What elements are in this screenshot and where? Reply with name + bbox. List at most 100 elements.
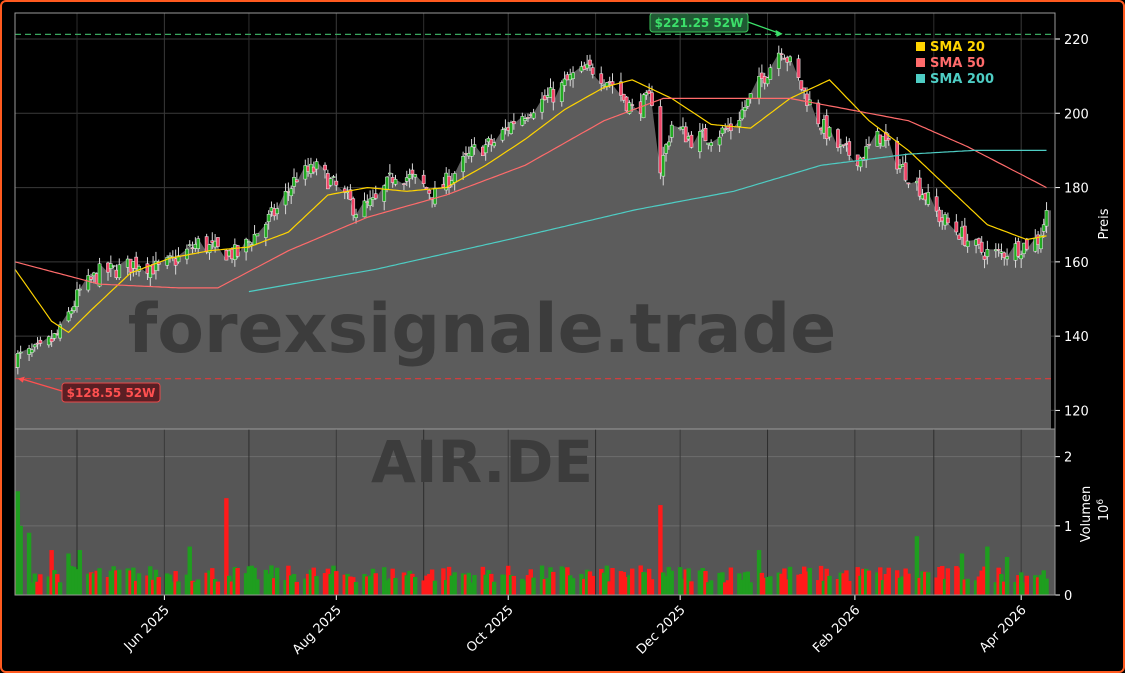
candle-body [827, 127, 832, 138]
candle-body [385, 176, 389, 190]
candle-body [982, 255, 987, 260]
volume-bar [531, 577, 536, 595]
candle-body [847, 141, 852, 156]
volume-bar [590, 575, 595, 595]
volume-bar [26, 532, 32, 595]
volume-bar [88, 572, 94, 595]
volume-bar [934, 577, 939, 595]
volume-bar [903, 568, 908, 595]
volume-bar [878, 567, 883, 595]
volume-bar [413, 577, 418, 595]
candle-body [729, 123, 733, 132]
candle-body [996, 249, 1001, 251]
volume-bar [432, 580, 438, 595]
volume-tick-label: 1 [1064, 520, 1072, 535]
volume-bar [689, 581, 694, 595]
volume-bar [762, 577, 767, 595]
volume-tick-label: 0 [1064, 589, 1072, 604]
volume-bar [779, 573, 784, 595]
candles [15, 45, 1049, 375]
candle-body [768, 67, 773, 80]
volume-bar [148, 566, 153, 595]
volume-bar [274, 567, 280, 595]
volume-bar [424, 575, 429, 595]
candle-body [799, 80, 804, 90]
candle-body [512, 121, 516, 125]
legend-swatch [916, 58, 925, 67]
y-axis-label-volume: Volumen [1079, 486, 1094, 543]
volume-bar [164, 573, 170, 595]
volume-bar [480, 566, 486, 595]
candle-body [802, 87, 807, 91]
volume-bar [906, 573, 911, 595]
watermarks: forexsignale.trade AIR.DE [128, 290, 837, 496]
candle-body [776, 52, 781, 69]
sma-lines [15, 79, 1047, 334]
volume-bar [768, 576, 773, 595]
volume-bar [973, 580, 979, 595]
volume-bar [235, 568, 240, 595]
candle-body [946, 217, 950, 224]
volume-bar [827, 575, 832, 595]
volume-bar [669, 570, 674, 595]
candle-body [723, 128, 728, 131]
candle-body [979, 241, 984, 253]
volume-bar [444, 580, 449, 595]
volume-bar [353, 582, 359, 595]
volume-bar [410, 573, 415, 595]
volume-bar [463, 574, 469, 595]
volume-bar [599, 568, 604, 595]
volume-bar [945, 568, 951, 595]
volume-bar [446, 566, 452, 595]
low-52w-arrow [20, 378, 63, 392]
volume-bar [305, 573, 311, 595]
volume-bar [545, 578, 550, 595]
volume-bar [661, 572, 666, 595]
volume-bar [900, 576, 906, 595]
volume-bar [212, 578, 218, 595]
volume-bar [49, 550, 54, 595]
price-tick-label: 160 [1064, 256, 1089, 271]
candle-body [965, 240, 970, 247]
volume-bar [582, 578, 587, 595]
time-tick-label: Apr 2026 [977, 603, 1030, 656]
volume-bar [658, 505, 663, 595]
candle-body [926, 192, 931, 205]
legend-label: SMA 200 [930, 72, 994, 87]
volume-bar [328, 573, 333, 595]
volume-bar [204, 572, 209, 595]
candle-body [134, 256, 139, 269]
volume-bar [551, 571, 556, 595]
volume-bar [272, 578, 277, 595]
candle-body [788, 56, 792, 62]
candle-body [187, 244, 192, 246]
volume-bar [914, 536, 920, 595]
volume-bar [429, 569, 435, 595]
price-tick-label: 200 [1064, 107, 1089, 122]
volume-bar [739, 579, 745, 595]
candle-body [619, 81, 623, 96]
candle-body [709, 142, 714, 146]
volume-bar [382, 567, 387, 595]
volume-bar [999, 573, 1004, 595]
candle-body [382, 185, 387, 202]
volume-bar [703, 571, 708, 595]
volume-bar [91, 573, 97, 595]
volume-bar [195, 579, 201, 595]
volume-bar [1041, 570, 1046, 595]
low-52w-label-box [61, 382, 161, 403]
volume-bar [880, 580, 886, 595]
volume-tick-label: 2 [1064, 451, 1072, 466]
axes-frame [14, 12, 1056, 596]
candle-body [86, 275, 91, 291]
volume-bar [150, 579, 156, 595]
volume-bar [542, 579, 548, 595]
volume-bar [646, 568, 652, 595]
candle-body [368, 198, 372, 206]
volume-bar [387, 578, 393, 595]
volume-bar [765, 576, 770, 595]
volume-bar [252, 567, 257, 595]
price-area [15, 53, 1051, 429]
volume-bar [128, 570, 133, 595]
